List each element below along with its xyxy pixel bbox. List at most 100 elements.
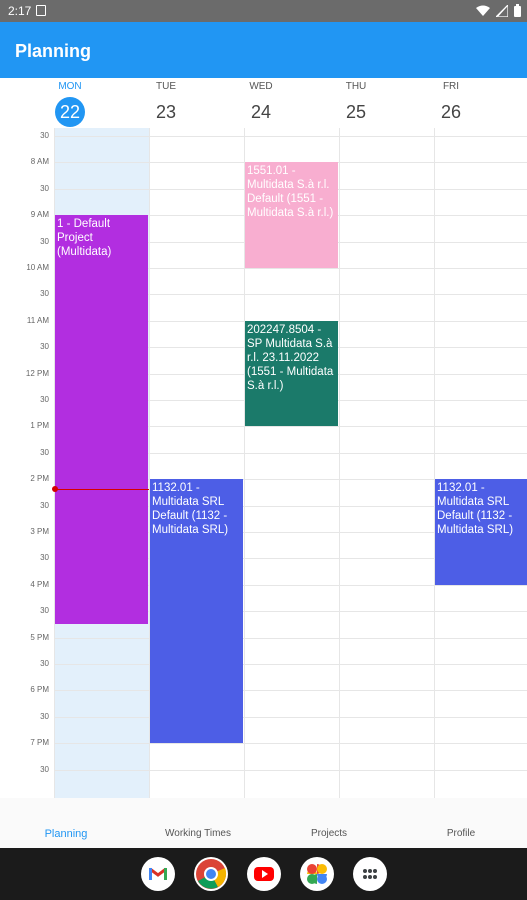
half-hour-label: 30 [40, 183, 49, 193]
grid-line [54, 637, 527, 639]
calendar-event[interactable]: 1 - Default Project (Multidata) [55, 215, 148, 625]
half-hour-label: 30 [40, 658, 49, 668]
app-bar: Planning [0, 22, 527, 78]
nav-projects[interactable]: Projects [310, 828, 348, 839]
day-number-value: 25 [345, 102, 367, 122]
column-divider [54, 128, 55, 798]
hour-label: 7 PM [30, 738, 49, 748]
calendar-event[interactable]: 1132.01 - Multidata SRL Default (1132 - … [435, 479, 527, 585]
status-icons [476, 4, 521, 17]
bottom-navigation: Planning Working Times Projects Profile [0, 798, 527, 848]
battery-icon [514, 4, 521, 17]
nav-profile[interactable]: Profile [446, 828, 476, 839]
day-header-mon[interactable]: MON 22 [23, 78, 118, 128]
half-hour-label: 30 [40, 764, 49, 774]
grid-line [54, 426, 527, 428]
day-number-value: 26 [440, 102, 462, 122]
day-name: WED [249, 81, 273, 92]
calendar-event[interactable]: 1132.01 - Multidata SRL Default (1132 - … [150, 479, 243, 744]
grid-line [54, 743, 527, 745]
current-time-dot [52, 485, 58, 492]
grid-line [54, 505, 527, 507]
hour-label: 5 PM [30, 632, 49, 642]
half-hour-label: 30 [40, 553, 49, 563]
youtube-glyph [254, 867, 274, 881]
column-divider [244, 128, 245, 798]
day-number: 23 [119, 98, 214, 126]
hour-label: 8 AM [30, 157, 49, 167]
day-number: 24 [214, 98, 309, 126]
column-divider [434, 128, 435, 798]
chrome-glyph [196, 859, 227, 889]
grid-line [54, 611, 527, 613]
grid-line [54, 716, 527, 718]
photos-glyph [307, 864, 327, 884]
half-hour-label: 30 [40, 342, 49, 352]
day-name: THU [345, 81, 367, 92]
half-hour-label: 30 [40, 447, 49, 457]
day-number: 25 [309, 98, 404, 126]
day-number-value: 23 [155, 102, 177, 122]
day-name: TUE [156, 81, 176, 92]
calendar-grid[interactable]: 30 8 AM 30 9 AM 30 10 AM 30 11 AM 30 12 PM 30 1 PM 3… [0, 128, 527, 798]
hour-label: 2 PM [30, 474, 49, 484]
column-divider [149, 128, 150, 798]
calendar-event[interactable]: 202247.8504 - SP Multidata S.à r.l. 23.1… [245, 320, 338, 427]
nav-planning[interactable]: Planning [44, 828, 88, 840]
day-header-tue[interactable]: TUE 23 [119, 78, 214, 128]
grid-line [54, 558, 527, 560]
photos-icon[interactable] [300, 857, 334, 891]
half-hour-label: 30 [40, 500, 49, 510]
signal-icon [496, 4, 508, 17]
hour-label: 12 PM [25, 368, 49, 378]
notification-icon [36, 5, 46, 16]
half-hour-label: 30 [40, 711, 49, 721]
grid-line [54, 452, 527, 454]
grid-line [54, 663, 527, 665]
day-number-value: 22 [55, 97, 85, 127]
nav-working-times[interactable]: Working Times [165, 828, 231, 839]
hour-label: 9 AM [30, 210, 49, 220]
grid-line [54, 135, 527, 137]
gmail-glyph [149, 867, 167, 880]
hour-label: 10 AM [26, 262, 49, 272]
day-header-fri[interactable]: FRI 26 [404, 78, 499, 128]
half-hour-label: 30 [40, 394, 49, 404]
app-drawer-icon[interactable] [353, 857, 387, 891]
youtube-icon[interactable] [247, 857, 281, 891]
grid-line [54, 584, 527, 586]
column-divider [339, 128, 340, 798]
gmail-icon[interactable] [141, 857, 175, 891]
wifi-icon [476, 5, 490, 16]
status-bar: 2:17 [0, 0, 527, 22]
half-hour-label: 30 [40, 236, 49, 246]
app-dock [0, 848, 527, 900]
hour-label: 6 PM [30, 685, 49, 695]
day-number: 26 [404, 98, 499, 126]
day-header: MON 22 TUE 23 WED 24 THU 25 FRI 26 [0, 78, 527, 128]
day-header-thu[interactable]: THU 25 [309, 78, 404, 128]
grid-line [54, 690, 527, 692]
grid-line [54, 769, 527, 771]
current-time-line [54, 488, 149, 490]
hour-label: 1 PM [30, 421, 49, 431]
day-number-value: 24 [250, 102, 272, 122]
hour-label: 3 PM [30, 526, 49, 536]
grid-line [54, 531, 527, 533]
app-drawer-glyph [363, 869, 377, 879]
day-number: 22 [23, 97, 118, 127]
grid-line [54, 479, 527, 481]
day-name: FRI [442, 81, 460, 92]
half-hour-label: 30 [40, 130, 49, 140]
day-header-wed[interactable]: WED 24 [214, 78, 309, 128]
page-title: Planning [15, 41, 91, 61]
status-time: 2:17 [8, 4, 32, 18]
hour-label: 11 AM [26, 315, 49, 325]
chrome-icon[interactable] [194, 857, 228, 891]
day-name: MON [58, 81, 82, 92]
hour-label: 4 PM [30, 579, 49, 589]
grid-line [54, 267, 527, 269]
calendar-event[interactable]: 1551.01 - Multidata S.à r.l. Default (15… [245, 162, 338, 268]
half-hour-label: 30 [40, 606, 49, 616]
grid-line [54, 294, 527, 296]
